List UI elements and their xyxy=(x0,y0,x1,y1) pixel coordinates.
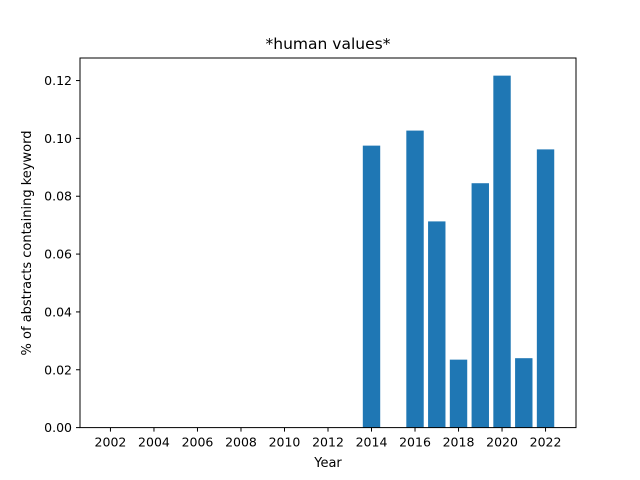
chart-title: *human values* xyxy=(266,35,391,53)
bar-2019 xyxy=(471,183,489,428)
y-tick-label: 0.02 xyxy=(44,362,72,377)
bar-2018 xyxy=(449,359,468,428)
y-tick-label: 0.10 xyxy=(44,131,72,146)
y-tick-label: 0.06 xyxy=(44,247,72,262)
x-tick-label: 2014 xyxy=(356,435,388,450)
x-tick-label: 2010 xyxy=(269,435,301,450)
bar-2016 xyxy=(406,130,424,428)
y-tick-label: 0.00 xyxy=(44,420,72,435)
x-tick-label: 2020 xyxy=(486,435,518,450)
x-axis-ticks: 2002 2004 2006 2008 2010 2012 2014 2016 2018 2020… xyxy=(95,427,562,450)
bar-2022 xyxy=(536,149,555,428)
x-tick-label: 2016 xyxy=(399,435,431,450)
x-tick-label: 2008 xyxy=(225,435,257,450)
x-tick-label: 2012 xyxy=(312,435,344,450)
y-axis-ticks: 0.00 0.02 0.04 0.06 0.08 0.10 0.12 xyxy=(44,73,80,435)
x-tick-label: 2002 xyxy=(95,435,127,450)
bar-2020 xyxy=(493,75,511,428)
bar-2014 xyxy=(362,145,381,428)
bar-2021 xyxy=(515,358,533,428)
y-tick-label: 0.04 xyxy=(44,304,72,319)
y-axis-label: % of abstracts containing keyword xyxy=(20,131,35,356)
x-tick-label: 2018 xyxy=(443,435,475,450)
x-tick-label: 2022 xyxy=(530,435,562,450)
x-tick-label: 2006 xyxy=(182,435,214,450)
bars-group xyxy=(362,75,555,428)
x-tick-label: 2004 xyxy=(138,435,170,450)
bar-2017 xyxy=(428,221,446,428)
y-tick-label: 0.12 xyxy=(44,73,72,88)
x-axis-label: Year xyxy=(313,456,342,471)
y-tick-label: 0.08 xyxy=(44,189,72,204)
